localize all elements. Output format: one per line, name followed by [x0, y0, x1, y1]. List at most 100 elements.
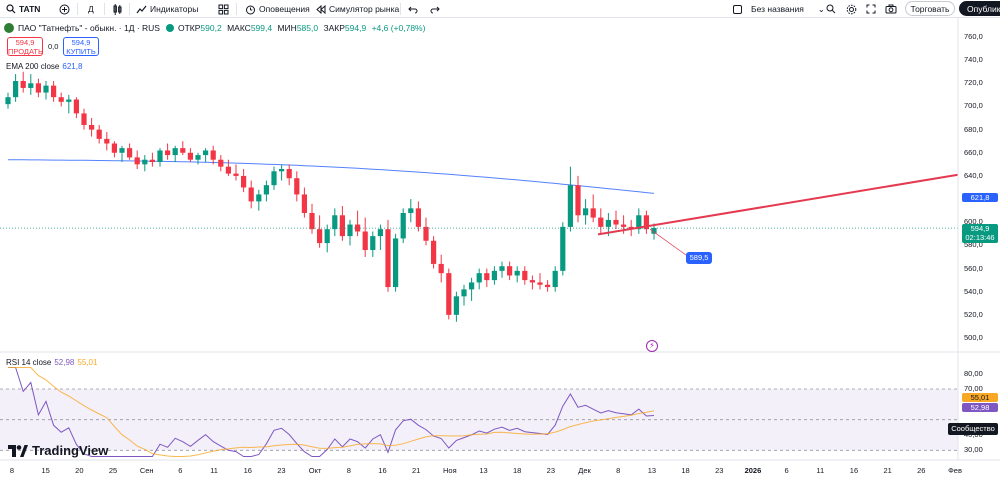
candle-body [385, 229, 391, 288]
price-axis-label: 700,0 [964, 101, 983, 111]
time-axis-label: Сен [139, 466, 154, 475]
quick-search-icon [826, 4, 836, 14]
buy-button[interactable]: 594,9 КУПИТЬ [63, 37, 99, 56]
candle-body [51, 85, 57, 98]
publish-button[interactable]: Опубликовать [959, 1, 1000, 16]
candle [81, 108, 87, 130]
candle [355, 210, 361, 237]
candle [499, 261, 505, 278]
time-axis-label: 13 [647, 466, 657, 475]
candle-body [469, 282, 475, 290]
candle-body [309, 212, 315, 230]
candle-body [20, 80, 26, 88]
candle [522, 266, 528, 285]
sell-label: ПРОДАТЬ [8, 46, 43, 56]
candle [218, 155, 224, 172]
price-axis-label: 560,0 [964, 263, 983, 273]
fullscreen-button[interactable] [866, 2, 876, 16]
time-axis-label: 11 [816, 466, 825, 475]
time-axis-label: 16 [849, 466, 859, 475]
candle-body [35, 83, 41, 93]
candle [317, 215, 323, 248]
candle [119, 145, 125, 163]
candle-body [127, 148, 133, 158]
candle-body [104, 138, 110, 144]
candle-body [514, 270, 520, 276]
trade-button[interactable]: Торговать [905, 1, 955, 16]
candle-body [66, 99, 72, 102]
candles-icon [113, 3, 122, 15]
ema-legend[interactable]: EMA 200 close 621,8 [6, 62, 83, 71]
candle [256, 189, 262, 211]
candle-body [400, 212, 406, 239]
undo-button[interactable] [408, 2, 418, 16]
candle [35, 78, 41, 98]
chevron-down-icon: ⌄ [817, 3, 825, 14]
symbol-search[interactable]: TATN [6, 2, 40, 16]
community-button[interactable]: Сообщество [948, 423, 998, 435]
settings-button[interactable] [846, 2, 857, 16]
gear-icon [846, 4, 857, 14]
candle [438, 254, 444, 283]
candle-body [643, 215, 649, 230]
quick-search-button[interactable] [826, 2, 836, 16]
candle-body [157, 150, 163, 163]
event-icon[interactable]: ⚡ [646, 340, 658, 352]
candle-body [621, 224, 627, 227]
layouts-button[interactable] [218, 2, 229, 16]
candle-body [73, 99, 79, 114]
replay-button[interactable]: Симулятор рынка [315, 2, 399, 16]
time-axis-label: 26 [917, 466, 926, 475]
candle [324, 224, 330, 253]
tatneft-logo-icon [4, 23, 14, 33]
candle [415, 201, 421, 232]
layout-name-button[interactable]: Без названия ⌄ [733, 2, 825, 16]
snapshot-button[interactable] [885, 2, 897, 16]
trend-line[interactable] [597, 173, 959, 236]
rsi-band-fill [0, 389, 958, 451]
candle [127, 143, 133, 160]
candle-body [476, 273, 482, 283]
candle-body [248, 187, 254, 202]
candle [134, 150, 140, 169]
time-axis-label: 15 [41, 466, 50, 475]
candle [58, 92, 64, 107]
indicators-button[interactable]: Индикаторы [136, 2, 198, 16]
candle [66, 94, 72, 114]
candle-body [218, 159, 224, 167]
candle-body [149, 159, 155, 163]
rsi-tag: 52,98 [962, 403, 998, 412]
rsi-axis-label: 70,00 [964, 384, 983, 393]
trendline-price-callout[interactable]: 589,5 [686, 252, 712, 264]
chart-type-button[interactable] [112, 2, 123, 16]
candle-body [507, 266, 513, 276]
rsi-legend[interactable]: RSI 14 close 52,98 55,01 [6, 358, 98, 367]
alerts-button[interactable]: Оповещения [245, 2, 310, 16]
candle [362, 217, 368, 257]
compare-button[interactable] [59, 2, 70, 16]
fullscreen-icon [866, 4, 876, 14]
candle-body [613, 219, 619, 225]
search-icon [6, 4, 16, 14]
candle-body [301, 194, 307, 213]
rsi-ma-line [8, 367, 655, 457]
candle-body [545, 284, 551, 288]
redo-button[interactable] [430, 2, 440, 16]
candle [552, 266, 558, 292]
candle-body [81, 113, 87, 125]
time-axis-label: Окт [308, 466, 322, 475]
interval-button[interactable]: Д [88, 4, 94, 14]
candle-body [408, 208, 414, 213]
candle-body [499, 266, 505, 271]
symbol-title[interactable]: ПАО "Татнефть" - обыкн. · 1Д · RUS [18, 23, 160, 33]
tradingview-logo[interactable]: TradingView [8, 443, 108, 458]
candle [180, 141, 186, 156]
candle-body [111, 143, 117, 153]
candle [385, 219, 391, 292]
sell-button[interactable]: 594,9 ПРОДАТЬ [7, 37, 43, 56]
candle-body [5, 97, 11, 105]
drawings[interactable] [0, 173, 959, 256]
candles [5, 71, 657, 322]
ema-line [7, 159, 655, 194]
